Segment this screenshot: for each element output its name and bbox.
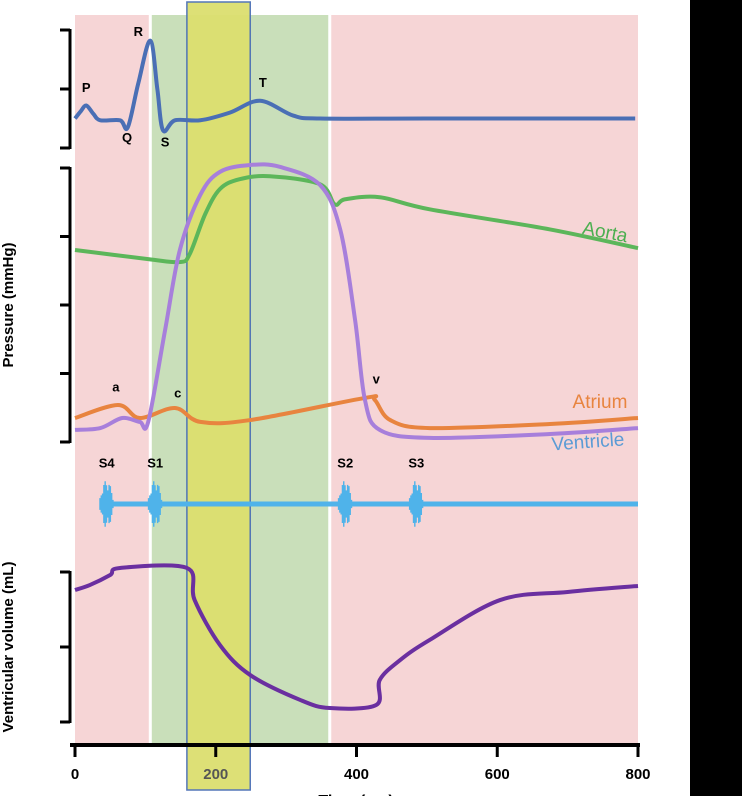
annotation: P — [82, 80, 91, 95]
annotation: c — [174, 385, 181, 400]
heart-sound — [337, 481, 354, 527]
annotation: T — [259, 75, 267, 90]
line — [74, 174, 639, 265]
y-axis-label: Ventricular volume (mL) — [0, 562, 17, 733]
annotation: a — [112, 379, 120, 394]
heart-sound-label: S1 — [147, 455, 163, 470]
annotation: S — [161, 135, 170, 150]
x-tick-label: 200 — [203, 766, 228, 783]
line — [74, 563, 639, 711]
x-tick-label: 800 — [625, 766, 650, 783]
heart-sound-label: S4 — [99, 455, 116, 470]
heart-sound-label: S3 — [408, 455, 424, 470]
annotation: Q — [122, 130, 132, 145]
heart-sound — [99, 481, 115, 527]
heart-sound-label: S2 — [337, 455, 353, 470]
annotation: R — [134, 24, 144, 39]
black-band — [690, 0, 742, 796]
line — [74, 394, 639, 431]
series-label: Atrium — [573, 392, 628, 413]
series-label: Ventricle — [551, 429, 625, 455]
line — [73, 38, 636, 134]
line — [74, 162, 639, 440]
x-axis-label: Time (ms) — [318, 793, 393, 796]
x-tick-label: 600 — [485, 766, 510, 783]
annotation: v — [373, 371, 381, 386]
x-tick-label: 0 — [71, 766, 79, 783]
shaded-region — [186, 1, 251, 791]
x-tick-label: 400 — [344, 766, 369, 783]
heart-sound — [147, 481, 164, 527]
heart-sound — [408, 481, 425, 527]
y-axis-label: Pressure (mmHg) — [0, 242, 17, 367]
